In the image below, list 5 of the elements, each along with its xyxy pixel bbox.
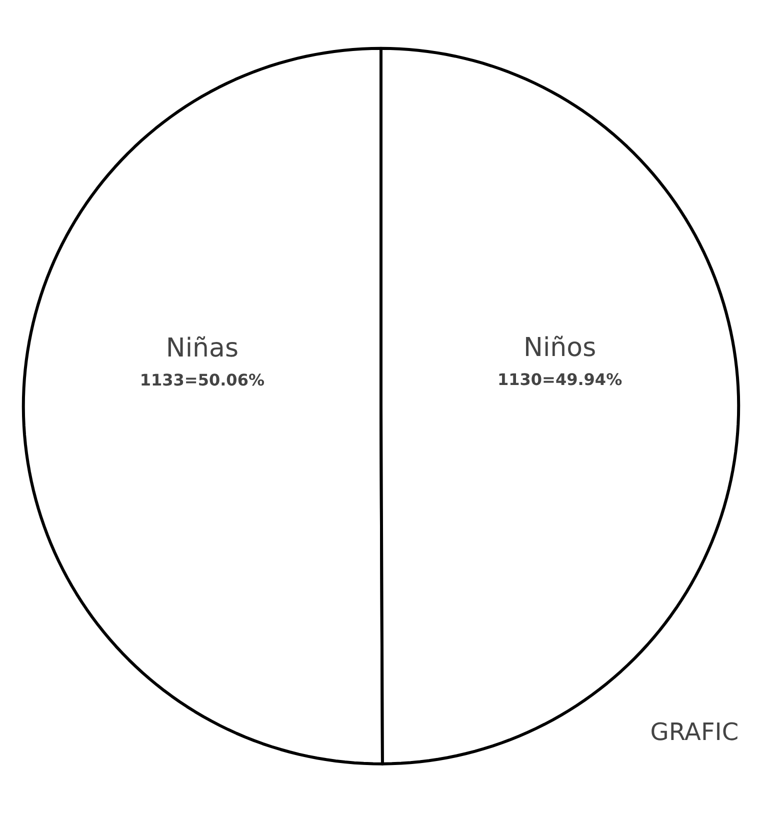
data-label: 1130=49.94% xyxy=(498,370,622,389)
slice-label: Niños xyxy=(524,332,596,363)
data-label: 1133=50.06% xyxy=(140,370,264,390)
slice-label: Niñas xyxy=(166,334,239,364)
text: GRAFIC xyxy=(650,718,739,746)
